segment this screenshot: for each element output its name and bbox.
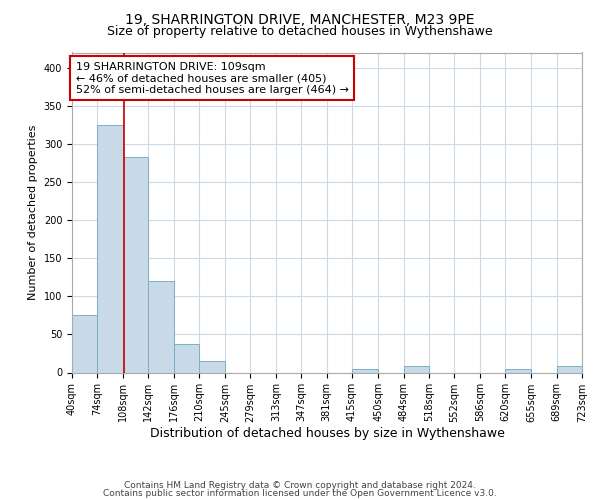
Bar — [352, 368, 378, 372]
Bar — [148, 281, 173, 372]
Bar — [505, 368, 531, 372]
Text: Contains public sector information licensed under the Open Government Licence v3: Contains public sector information licen… — [103, 488, 497, 498]
X-axis label: Distribution of detached houses by size in Wythenshawe: Distribution of detached houses by size … — [149, 428, 505, 440]
Bar — [404, 366, 429, 372]
Bar — [173, 344, 199, 372]
Y-axis label: Number of detached properties: Number of detached properties — [28, 125, 38, 300]
Text: Size of property relative to detached houses in Wythenshawe: Size of property relative to detached ho… — [107, 25, 493, 38]
Bar — [123, 157, 148, 372]
Bar — [97, 125, 123, 372]
Bar — [72, 316, 97, 372]
Bar — [557, 366, 582, 372]
Text: 19 SHARRINGTON DRIVE: 109sqm
← 46% of detached houses are smaller (405)
52% of s: 19 SHARRINGTON DRIVE: 109sqm ← 46% of de… — [76, 62, 349, 95]
Text: Contains HM Land Registry data © Crown copyright and database right 2024.: Contains HM Land Registry data © Crown c… — [124, 481, 476, 490]
Bar — [199, 361, 225, 372]
Text: 19, SHARRINGTON DRIVE, MANCHESTER, M23 9PE: 19, SHARRINGTON DRIVE, MANCHESTER, M23 9… — [125, 12, 475, 26]
